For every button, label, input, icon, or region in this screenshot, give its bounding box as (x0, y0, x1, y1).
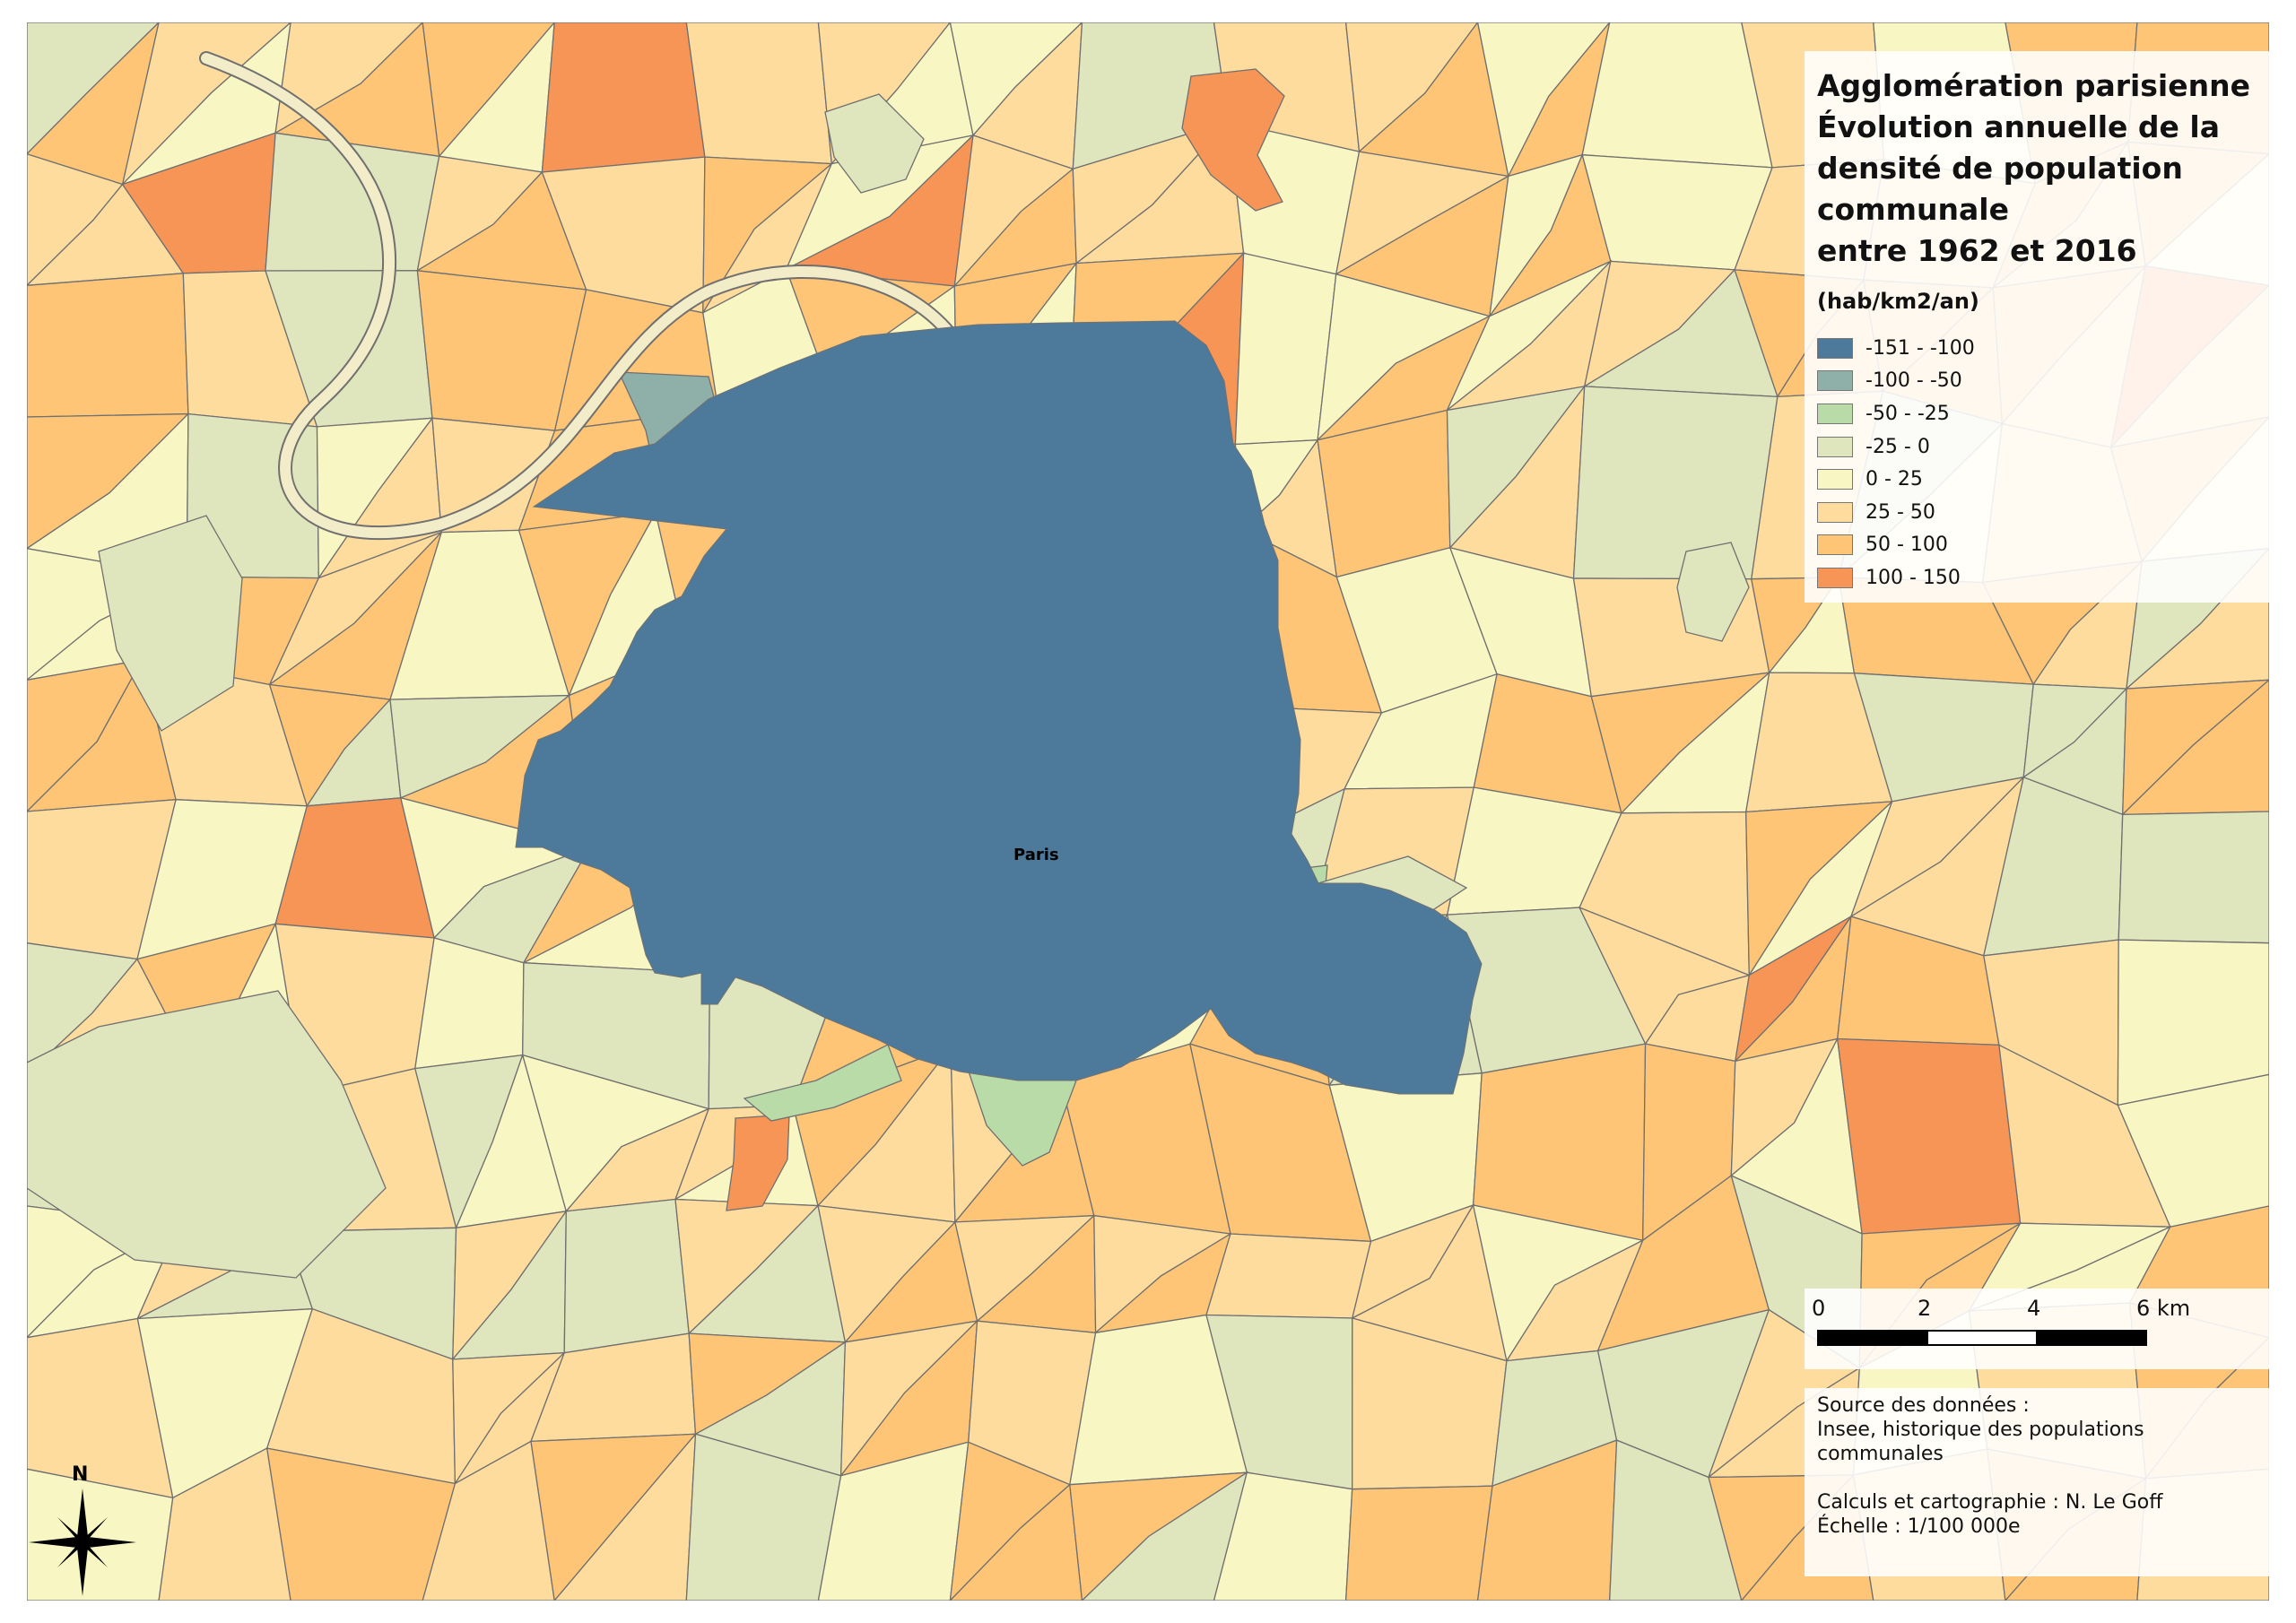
legend-label: 50 - 100 (1866, 534, 1948, 557)
title-line: Agglomération parisienne (1817, 68, 2250, 103)
commune-area (158, 1447, 291, 1601)
commune-area (1205, 1233, 1372, 1319)
legend-label: 0 - 25 (1866, 468, 1923, 491)
commune-area (685, 1433, 842, 1601)
commune-area (2118, 811, 2269, 944)
title-line: communale (1817, 192, 2009, 227)
commune-area (1476, 1439, 1618, 1601)
commune-area (1213, 1471, 1353, 1601)
legend-swatch (1817, 469, 1853, 490)
scale-bar-panel: 0 2 4 6 km (1805, 1289, 2271, 1369)
scale-text: Échelle : 1/100 000e (1817, 1515, 2021, 1538)
scale-bar (1817, 1330, 2147, 1346)
legend-item: -50 - -25 (1817, 397, 1975, 430)
legend-swatch (1817, 436, 1853, 457)
legend-label: -100 - -50 (1866, 369, 1962, 393)
scale-segment (1926, 1330, 2038, 1346)
scale-tick: 0 (1812, 1296, 1826, 1321)
commune-area (1676, 542, 1750, 642)
source-text: communales (1817, 1443, 1944, 1465)
commune-area (1836, 1037, 2022, 1235)
commune-area (2117, 1073, 2269, 1228)
map-title: Agglomération parisienne Évolution annue… (1817, 65, 2266, 272)
commune-area (817, 1441, 970, 1601)
legend-item: 100 - 150 (1817, 561, 1975, 595)
scale-tick: 6 km (2136, 1296, 2191, 1321)
legend-item: -25 - 0 (1817, 430, 1975, 464)
legend-swatch (1817, 403, 1853, 424)
legend-label: -151 - -100 (1866, 336, 1975, 360)
legend-swatch (1817, 534, 1853, 556)
legend-item: 0 - 25 (1817, 463, 1975, 496)
paris-commune (515, 320, 1483, 1095)
source-heading: Source des données : (1817, 1394, 2030, 1417)
legend-label: -25 - 0 (1866, 435, 1930, 458)
compass-rose-icon (29, 1488, 136, 1596)
legend-panel: Agglomération parisienne Évolution annue… (1805, 51, 2271, 603)
legend-item: 25 - 50 (1817, 496, 1975, 529)
credits-text: Calculs et cartographie : N. Le Goff (1817, 1491, 2163, 1514)
commune-area (2117, 939, 2269, 1107)
legend-swatch (1817, 501, 1853, 523)
scale-segment (1817, 1330, 1928, 1346)
commune-area (98, 515, 243, 732)
legend-unit: (hab/km2/an) (1817, 289, 1979, 314)
commune-area (1572, 386, 1779, 580)
title-line: densité de population (1817, 151, 2183, 186)
scale-tick: 2 (1918, 1296, 1932, 1321)
commune-area (563, 1198, 690, 1354)
commune-area (824, 93, 925, 194)
legend-swatch (1817, 567, 1853, 588)
title-line: entre 1962 et 2016 (1817, 233, 2137, 268)
commune-area (265, 1447, 457, 1601)
source-panel: Source des données : Insee, historique d… (1805, 1388, 2271, 1576)
source-text: Insee, historique des populations (1817, 1419, 2144, 1441)
title-line: Évolution annuelle de la (1817, 109, 2220, 144)
legend-label: 100 - 150 (1866, 566, 1961, 589)
commune-area (27, 990, 387, 1279)
commune-area (422, 1440, 555, 1601)
legend-list: -151 - -100 -100 - -50 -50 - -25 -25 - 0… (1817, 332, 1975, 595)
scale-tick: 4 (2027, 1296, 2041, 1321)
commune-area (1181, 68, 1285, 212)
north-label: N (72, 1463, 89, 1486)
legend-swatch (1817, 370, 1853, 392)
legend-item: 50 - 100 (1817, 529, 1975, 562)
commune-area (27, 1468, 174, 1601)
commune-area (541, 22, 706, 173)
legend-item: -151 - -100 (1817, 332, 1975, 365)
legend-label: -50 - -25 (1866, 402, 1950, 425)
scale-segment (2036, 1330, 2147, 1346)
commune-area (743, 1044, 902, 1122)
legend-swatch (1817, 337, 1853, 359)
commune-area (685, 22, 833, 165)
commune-area (27, 273, 189, 418)
commune-area (1609, 1439, 1743, 1601)
city-label-paris: Paris (1013, 846, 1059, 864)
legend-item: -100 - -50 (1817, 365, 1975, 398)
legend-label: 25 - 50 (1866, 500, 1935, 524)
north-arrow: N (29, 1462, 136, 1601)
commune-area (1581, 22, 1773, 169)
commune-area (1317, 409, 1451, 578)
commune-area (1344, 1485, 1493, 1601)
